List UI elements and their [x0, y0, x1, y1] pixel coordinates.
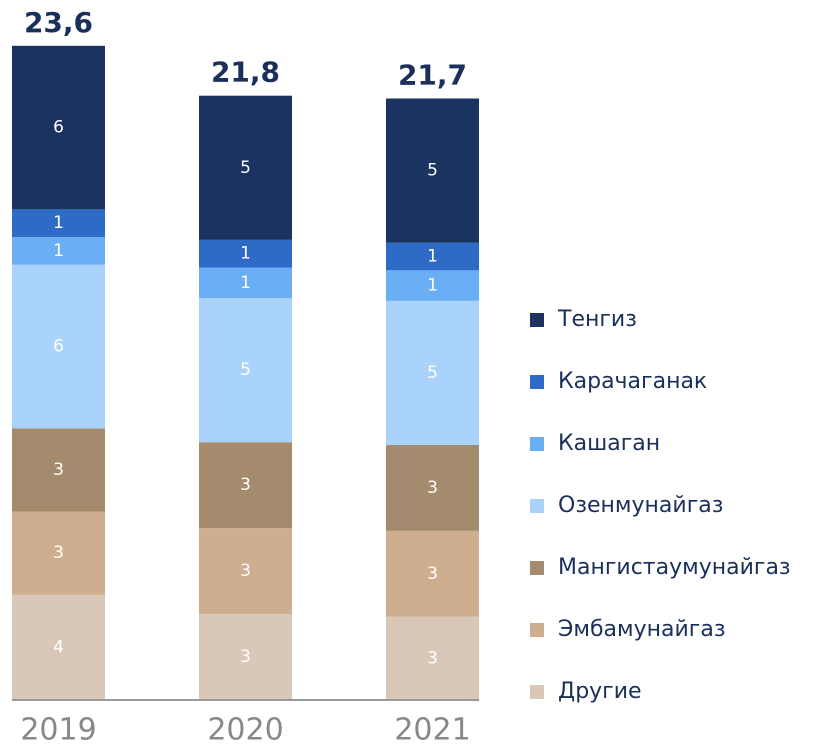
segment-label: 6 [53, 337, 64, 357]
legend-swatch [530, 561, 544, 575]
bar-segment [386, 270, 479, 301]
segment-label: 1 [53, 241, 64, 261]
bar-segment [386, 444, 479, 531]
total-label: 21,7 [398, 58, 467, 91]
segment-label: 5 [427, 161, 438, 181]
bar-segment [199, 614, 292, 700]
bar-segment [12, 237, 105, 265]
bar-segment [386, 300, 479, 445]
segment-label: 3 [240, 561, 251, 581]
segment-label: 5 [240, 158, 251, 178]
legend-label: Озенмунайгаз [558, 493, 723, 518]
bar-segment [12, 428, 105, 512]
bar-segment [199, 239, 292, 268]
segment-label: 3 [240, 475, 251, 495]
segment-label: 5 [240, 360, 251, 380]
segment-label: 3 [427, 648, 438, 668]
bar-segment [199, 267, 292, 299]
segment-label: 1 [53, 213, 64, 233]
legend-swatch [530, 437, 544, 451]
bar-segment [386, 616, 479, 700]
legend-swatch [530, 685, 544, 699]
segment-label: 5 [427, 363, 438, 383]
total-label: 23,6 [24, 6, 93, 39]
bar-segment [386, 98, 479, 243]
x-tick-label: 2020 [207, 713, 283, 746]
legend-label: Кашаган [558, 431, 660, 456]
bar-segment [386, 530, 479, 617]
legend-label: Мангистаумунайгаз [558, 555, 791, 580]
legend-label: Карачаганак [558, 369, 707, 394]
segment-label: 3 [53, 460, 64, 480]
legend-label: Другие [558, 679, 642, 704]
legend-swatch [530, 375, 544, 389]
legend-swatch [530, 313, 544, 327]
bar-segment [199, 442, 292, 529]
segment-label: 1 [427, 246, 438, 266]
bar-segment [12, 45, 105, 210]
segment-label: 1 [427, 276, 438, 296]
segment-label: 4 [53, 637, 64, 657]
bar-segment [12, 511, 105, 595]
bar-segment [199, 528, 292, 615]
bar-segment [386, 242, 479, 271]
bar-segment [12, 264, 105, 429]
total-label: 21,8 [211, 56, 280, 89]
segment-label: 1 [240, 273, 251, 293]
segment-label: 3 [427, 478, 438, 498]
x-tick-label: 2019 [20, 713, 96, 746]
legend-swatch [530, 623, 544, 637]
legend-label: Тенгиз [557, 307, 637, 332]
legend-label: Эмбамунайгаз [558, 617, 726, 642]
bar-segment [199, 298, 292, 443]
bar-segment [12, 209, 105, 238]
x-tick-label: 2021 [394, 713, 470, 746]
segment-label: 3 [240, 647, 251, 667]
segment-label: 6 [53, 118, 64, 138]
legend-swatch [530, 499, 544, 513]
bar-segment [12, 594, 105, 700]
bar-segment [199, 95, 292, 240]
segment-label: 3 [427, 564, 438, 584]
segment-label: 3 [53, 543, 64, 563]
segment-label: 1 [240, 244, 251, 264]
